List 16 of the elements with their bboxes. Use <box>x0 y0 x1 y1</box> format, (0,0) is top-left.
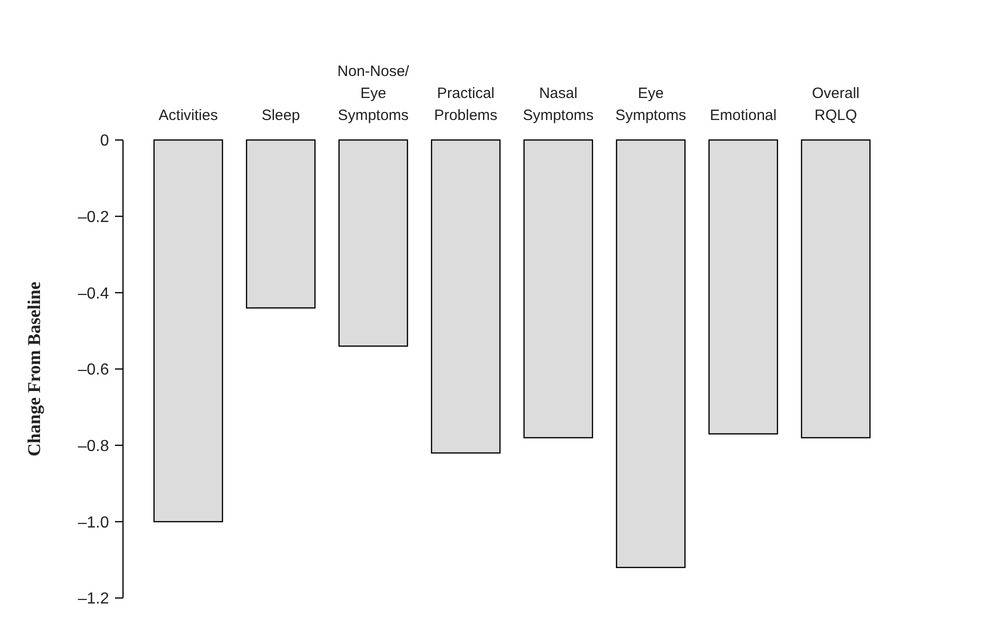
x-tick-label: Practical Problems <box>434 85 498 124</box>
y-tick-label: 0 <box>100 132 110 150</box>
x-tick-label: Sleep <box>262 107 300 124</box>
y-tick-label: –1.0 <box>78 514 110 532</box>
y-tick-label: –0.6 <box>78 362 110 379</box>
y-tick-label: –1.2 <box>78 590 110 608</box>
x-tick-label: Emotional <box>710 107 777 124</box>
x-tick-label: Activities <box>158 107 218 124</box>
x-tick-label: Non-Nose/ Eye Symptoms <box>337 63 410 124</box>
x-tick-label: Nasal Symptoms <box>522 85 594 124</box>
y-tick-label: –0.4 <box>78 285 110 302</box>
y-axis-title: Change From Baseline <box>24 282 44 456</box>
x-tick-label: Overall RQLQ <box>812 85 860 124</box>
y-tick-label: –0.2 <box>78 208 110 226</box>
y-tick-label: –0.8 <box>78 438 110 455</box>
x-tick-label: Eye Symptoms <box>615 85 686 124</box>
